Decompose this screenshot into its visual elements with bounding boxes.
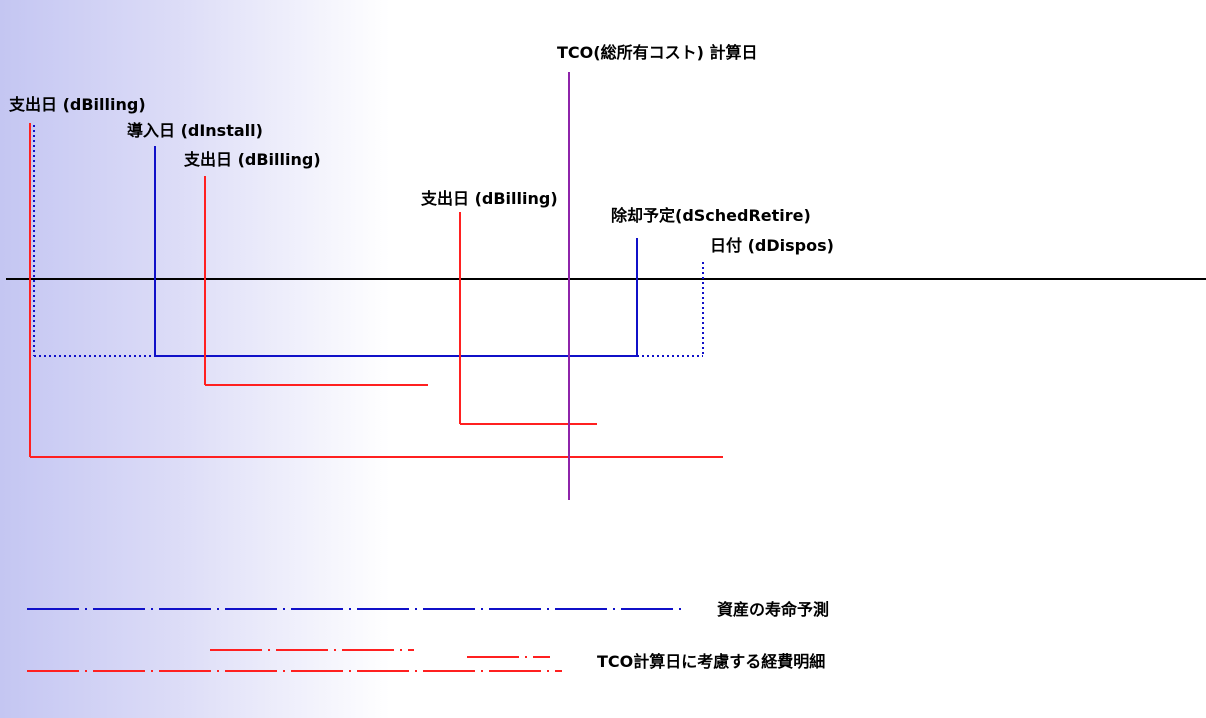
billing-1-label: 支出日 (dBilling) bbox=[8, 95, 146, 114]
legend: 資産の寿命予測 TCO計算日に考慮する経費明細 bbox=[27, 600, 829, 672]
background-gradient bbox=[0, 0, 390, 718]
sched-retire-label: 除却予定(dSchedRetire) bbox=[611, 206, 811, 225]
billing-3-label: 支出日 (dBilling) bbox=[420, 189, 558, 208]
legend-tco-expenses-label: TCO計算日に考慮する経費明細 bbox=[597, 652, 825, 671]
billing-2-label: 支出日 (dBilling) bbox=[183, 150, 321, 169]
dispos-label: 日付 (dDispos) bbox=[710, 236, 834, 255]
legend-asset-life-label: 資産の寿命予測 bbox=[717, 600, 829, 619]
asset-life-lines bbox=[33, 125, 704, 357]
install-label: 導入日 (dInstall) bbox=[127, 121, 263, 140]
tco-date-label: TCO(総所有コスト) 計算日 bbox=[557, 43, 757, 62]
expense-lines bbox=[29, 123, 723, 458]
